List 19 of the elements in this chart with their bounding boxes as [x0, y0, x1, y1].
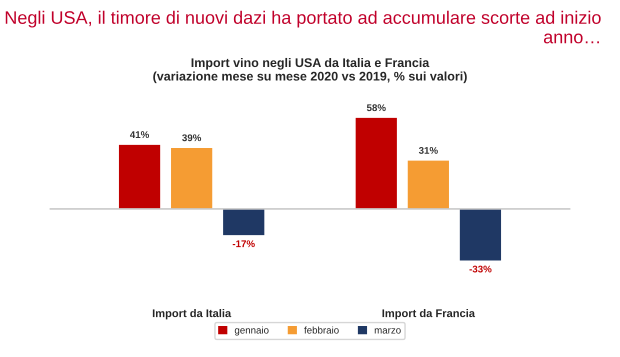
data-label: 41% — [130, 131, 150, 138]
bar — [354, 116, 398, 210]
x-tick-label: Import da Francia — [382, 309, 476, 320]
legend-label: febbraio — [304, 326, 339, 334]
data-label: 31% — [418, 146, 438, 154]
data-label: 39% — [182, 134, 202, 142]
data-label: -33% — [469, 266, 492, 273]
data-label: 58% — [366, 104, 386, 112]
legend-label: marzo — [374, 328, 401, 334]
data-label: -17% — [232, 240, 255, 248]
bar — [170, 146, 214, 210]
legend-label: gennaio — [234, 326, 269, 336]
bar — [406, 159, 450, 210]
bar — [118, 143, 162, 210]
bar — [222, 208, 266, 237]
bar — [458, 208, 502, 262]
x-tick-label: Import da Italia — [152, 309, 232, 320]
chart-subtitle: Import vino negli USA da Italia e Francia (variazione mese su mese 2020 vs 2019, % sui valori) — [153, 58, 467, 84]
chart-title: Negli USA, il timore di nuovi dazi ha portato ad accumulare scorte ad inizio anno… — [6, 10, 601, 44]
